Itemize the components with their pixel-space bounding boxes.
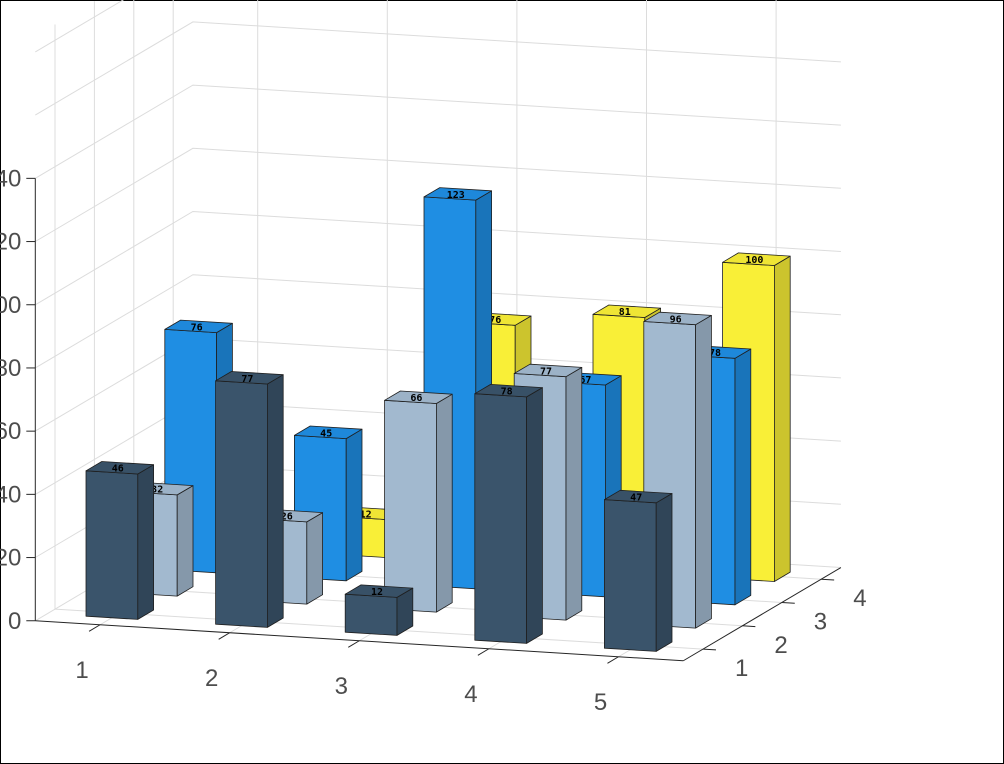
x-tick-label: 3 [335,673,348,700]
bar-row1-col1: 46 [85,461,155,620]
bar-data-label: 81 [619,307,631,318]
bar-data-label: 26 [281,512,293,523]
x-tick-label: 2 [205,665,218,692]
bar-front-face [474,393,527,644]
bar-side-face [435,393,453,613]
bar-top-face [643,311,712,326]
bar-data-label: 46 [112,464,124,475]
bar-row1-col3: 12 [344,584,414,636]
z-tick-label: 20 [0,545,21,572]
y-tick-label: 4 [853,585,866,612]
grid-line-z [35,274,841,369]
bar-row1-col2: 77 [215,371,284,628]
bar-top-face [215,371,284,385]
bar-data-label: 123 [447,190,465,201]
y-tick-mark [781,602,795,604]
grid-line-z [35,84,841,179]
bar-side-face [734,348,752,606]
bar-data-label: 77 [241,374,253,385]
bar-data-label: 76 [489,315,501,326]
bar-front-face [215,380,268,628]
bar-side-face [774,255,791,582]
y-tick-mark [821,578,835,581]
bar-side-face [565,366,583,621]
bar-top-face [344,584,414,598]
z-tick-label: 140 [0,165,21,192]
z-tick-label: 0 [8,608,21,635]
grid-line-z [35,21,841,116]
x-tick-label: 4 [464,681,477,708]
z-tick-label: 100 [0,292,21,319]
bar-data-label: 67 [579,375,591,386]
bar-data-label: 77 [540,367,552,378]
x-tick-label: 1 [75,657,88,684]
bar-front-face [384,399,437,613]
bar-side-face [266,374,284,628]
y-tick-label: 3 [814,609,827,636]
x-tick-mark [88,624,101,632]
bar-top-face [384,390,453,404]
bar-side-face [176,485,194,597]
bar-top-face [592,304,661,318]
x-tick-mark [218,632,230,640]
bar-data-label: 32 [151,485,163,496]
bar-side-face [137,464,155,620]
y-tick-label: 1 [735,655,748,682]
bar-top-face [604,489,673,504]
y-tick-label: 2 [774,632,787,659]
bar-front-face [344,593,398,636]
bar-data-label: 45 [320,428,332,439]
z-tick-label: 120 [0,229,21,256]
bar-top-face [85,461,155,475]
bar-row1-col4: 78 [474,383,543,644]
bar-side-face [306,512,324,605]
bar-side-face [526,387,543,644]
bar-top-face [423,187,493,201]
grid-line-z [35,210,841,306]
z-tick-label: 40 [0,481,21,508]
bar-top-face [474,383,543,398]
bar-data-label: 96 [670,314,682,325]
bar-front-face [85,470,139,620]
x-tick-mark [477,648,490,656]
x-tick-mark [348,640,360,648]
y-tick-mark [702,648,716,651]
bar-data-label: 66 [410,393,422,404]
x-tick-mark [607,656,619,664]
bar-front-face [604,499,657,652]
bar-top-face [164,319,233,334]
bar-data-label: 76 [191,322,203,333]
bar-side-face [345,428,363,582]
x-tick-label: 5 [594,689,607,716]
bar-top-face [293,425,363,440]
grid-line-z [35,147,841,242]
bar-data-label: 12 [360,509,372,520]
bar-row1-col5: 47 [604,489,673,652]
bar-top-face [513,363,583,378]
bar-data-label: 12 [371,587,383,598]
bar-row2-col3: 66 [384,390,453,613]
y-tick-mark [742,625,756,628]
bar-top-face [722,252,791,266]
bar-data-label: 78 [709,348,721,359]
bar-side-face [655,493,673,652]
z-tick-label: 80 [0,355,21,382]
bar-data-label: 100 [745,255,763,266]
grid-line-z [35,0,125,53]
y-axis-line [683,567,842,662]
bar-data-label: 78 [501,387,513,398]
bar-side-face [695,314,712,629]
bar-data-label: 47 [630,493,642,504]
z-tick-label: 60 [0,418,21,445]
